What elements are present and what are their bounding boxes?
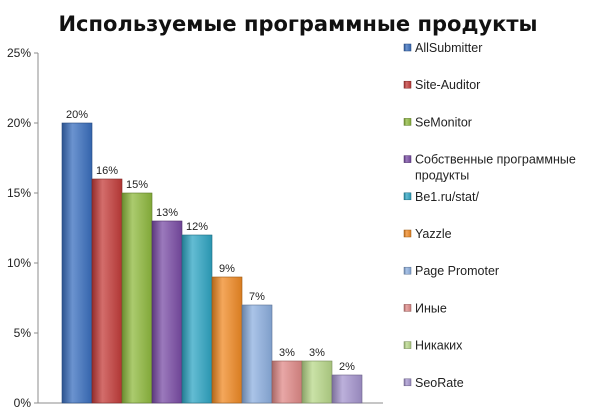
data-label: 3% [309, 347, 325, 359]
legend-label: Иные [415, 301, 447, 315]
bar [211, 276, 243, 404]
y-tick-label: 0% [14, 396, 32, 409]
bar [151, 220, 183, 404]
legend-swatch [403, 192, 412, 201]
y-tick-label: 10% [7, 256, 31, 270]
data-label: 16% [96, 165, 118, 177]
legend-swatch [403, 229, 412, 238]
y-tick-label: 15% [7, 186, 31, 200]
data-label: 12% [186, 221, 208, 233]
bar [61, 122, 93, 404]
bars [61, 122, 363, 404]
data-label: 2% [339, 361, 355, 373]
legend-swatch [403, 266, 412, 275]
legend-swatch [403, 43, 412, 52]
legend-swatch [403, 155, 412, 163]
bar [301, 360, 333, 404]
data-label: 7% [249, 291, 265, 303]
data-label: 13% [156, 207, 178, 219]
legend-label: Никаких [415, 339, 463, 353]
y-tick-label: 25% [7, 46, 31, 60]
bar [331, 374, 363, 404]
legend-label: AllSubmitter [415, 41, 482, 55]
data-label: 15% [126, 179, 148, 191]
data-label: 9% [219, 263, 235, 275]
bar [121, 192, 153, 404]
bar [241, 304, 273, 404]
legend-swatch [403, 118, 412, 126]
bar [271, 360, 303, 404]
bar [91, 178, 123, 404]
y-tick-label: 20% [7, 116, 31, 130]
data-label: 20% [66, 109, 88, 121]
y-tick-label: 5% [14, 326, 32, 340]
legend: AllSubmitter Site-Auditor SeMonitor Собстве… [403, 41, 576, 390]
legend-label: продукты [415, 169, 469, 183]
legend-label: Page Promoter [415, 264, 499, 278]
legend-label: Be1.ru/stat/ [415, 190, 479, 204]
legend-label: Site-Auditor [415, 78, 480, 92]
data-label: 3% [279, 347, 295, 359]
data-labels: 20% 16% 15% 13% 12% 9% 7% 3% 3% 2% [66, 109, 355, 373]
legend-label: Собственные программные [415, 153, 576, 167]
legend-swatch [403, 80, 412, 89]
chart-title: Используемые программные продукты [58, 12, 537, 36]
legend-label: SeMonitor [415, 115, 472, 129]
legend-swatch [403, 378, 412, 387]
legend-swatch [403, 304, 412, 312]
bar [181, 234, 213, 404]
legend-label: Yazzle [415, 227, 452, 241]
legend-label: SeoRate [415, 376, 464, 390]
legend-swatch [403, 341, 412, 349]
